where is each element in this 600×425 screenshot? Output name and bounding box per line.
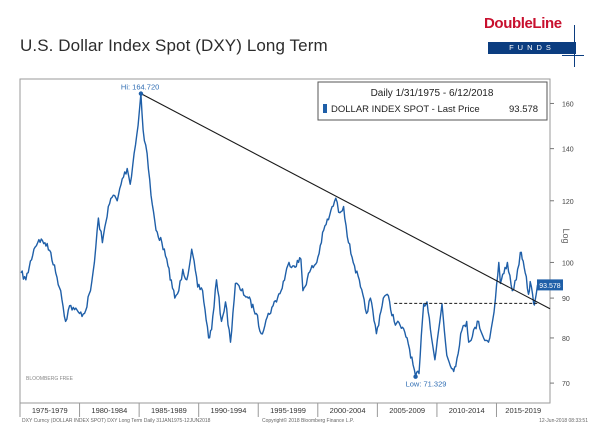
high-annotation: Hi: 164.720 — [121, 83, 159, 92]
x-tick-label: 2010-2014 — [449, 406, 485, 415]
plot-area — [19, 78, 551, 404]
downtrend-line — [140, 93, 551, 310]
legend-box — [317, 81, 548, 121]
x-tick-label: 2015-2019 — [505, 406, 541, 415]
y-tick-label: 160 — [562, 101, 574, 108]
x-tick-label: 2000-2004 — [330, 406, 366, 415]
y-tick-label: 80 — [562, 336, 570, 343]
page-title: U.S. Dollar Index Spot (DXY) Long Term — [20, 36, 328, 55]
y-tick-label: 140 — [562, 147, 574, 154]
legend-last-price: 93.578 — [509, 104, 538, 115]
footer-center: Copyright© 2018 Bloomberg Finance L.P. — [262, 417, 354, 424]
high-marker — [138, 91, 144, 96]
low-marker — [413, 374, 418, 379]
x-tick-label: 2005-2009 — [389, 406, 425, 415]
doubleline-logo: DoubleLine FUNDS — [484, 15, 584, 67]
logo-rule-horizontal — [562, 55, 584, 56]
x-tick-label: 1995-1999 — [270, 406, 306, 415]
logo-rule-vertical — [574, 25, 575, 67]
footer-right: 12-Jun-2018 08:33:51 — [539, 418, 588, 424]
last-price-badge — [537, 279, 563, 291]
y-tick-label: 90 — [562, 296, 570, 303]
logo-name: DoubleLine — [484, 15, 562, 32]
x-tick-label: 1980-1984 — [91, 406, 127, 415]
y-axis-label: Log — [561, 228, 571, 243]
x-tick-label: 1990-1994 — [211, 406, 247, 415]
low-annotation: Low: 71.329 — [406, 380, 447, 389]
last-price-badge-label: 93.578 — [539, 283, 561, 290]
legend-title: Daily 1/31/1975 - 6/12/2018 — [371, 88, 494, 99]
y-tick-label: 70 — [562, 381, 570, 388]
y-tick-label: 120 — [562, 199, 574, 206]
dxy-price-series — [20, 92, 539, 378]
bloomberg-watermark: BLOOMBERG FREE — [26, 376, 74, 382]
x-tick-label: 1975-1979 — [32, 406, 68, 415]
footer-left: DXY Curncy (DOLLAR INDEX SPOT) DXY Long … — [22, 418, 211, 424]
logo-sub: FUNDS — [488, 42, 576, 54]
x-tick-label: 1985-1989 — [151, 406, 187, 415]
legend-swatch — [323, 104, 327, 113]
y-tick-label: 100 — [562, 260, 574, 267]
legend-series-name: DOLLAR INDEX SPOT - Last Price — [331, 104, 480, 115]
